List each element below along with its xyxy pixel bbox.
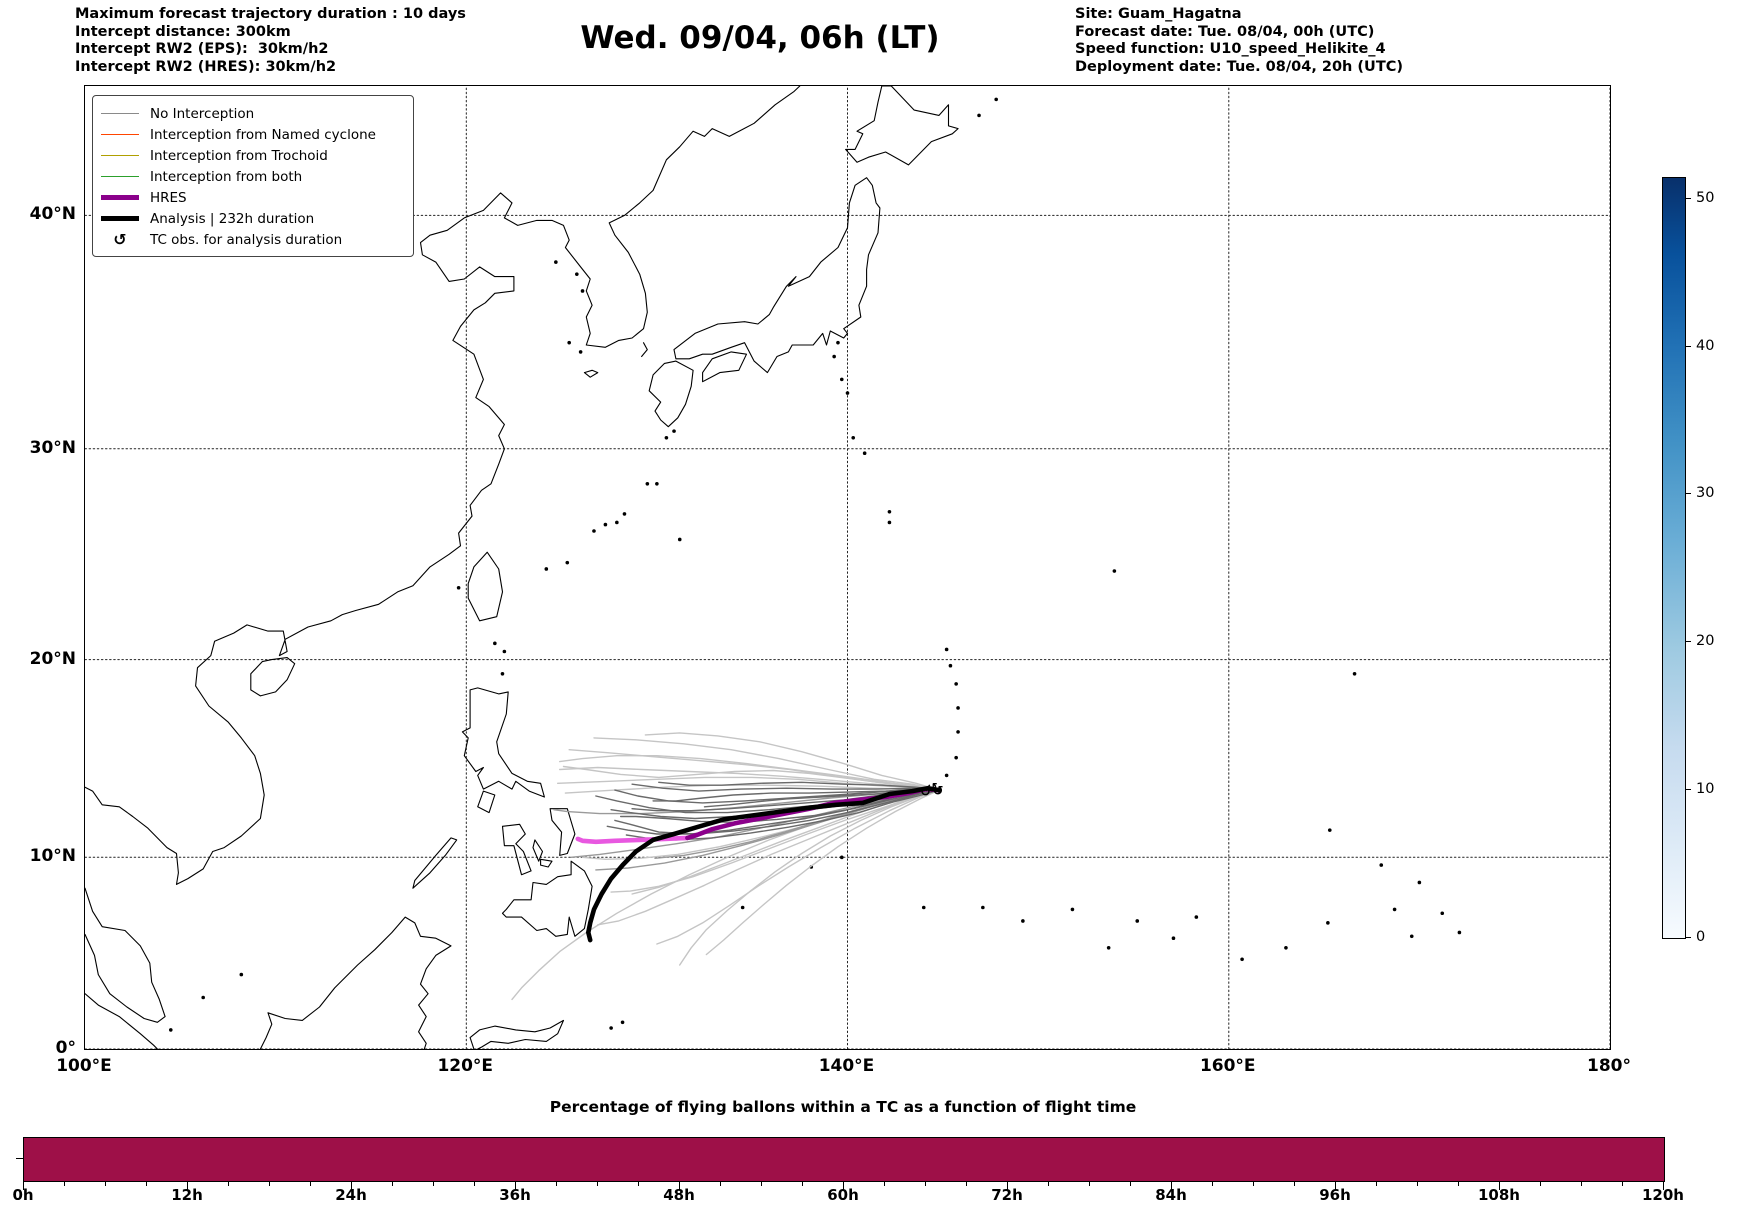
map-legend: No Interception Interception from Named … bbox=[92, 95, 414, 257]
flight-time-tick-36h: 36h bbox=[499, 1186, 531, 1204]
percentage-bar bbox=[23, 1137, 1665, 1182]
colorbar-tick-20: 20 bbox=[1696, 633, 1715, 650]
legend-label: Interception from Named cyclone bbox=[150, 126, 376, 143]
flight-time-tick-72h: 72h bbox=[991, 1186, 1023, 1204]
legend-label: Analysis | 232h duration bbox=[150, 210, 315, 227]
lat-tick-20: 20°N bbox=[29, 648, 76, 669]
colorbar-tick-40: 40 bbox=[1696, 337, 1715, 354]
param-line-4: Intercept RW2 (HRES): 30km/h2 bbox=[75, 58, 337, 75]
param-line-3: Intercept RW2 (EPS): 30km/h2 bbox=[75, 41, 329, 57]
bottom-chart-title: Percentage of flying ballons within a TC… bbox=[549, 1098, 1137, 1116]
trochoid-line-icon bbox=[101, 155, 139, 156]
legend-label: No Interception bbox=[150, 105, 255, 122]
no-interception-line-icon bbox=[101, 113, 139, 114]
legend-item-hres: HRES bbox=[101, 187, 403, 208]
legend-item-trochoid: Interception from Trochoid bbox=[101, 145, 403, 166]
legend-label: HRES bbox=[150, 189, 187, 206]
lon-tick-160: 160°E bbox=[1199, 1056, 1256, 1076]
eps-count-colorbar bbox=[1662, 177, 1686, 939]
colorbar-tick-50: 50 bbox=[1696, 189, 1715, 206]
lon-tick-180: 180° bbox=[1587, 1056, 1631, 1076]
legend-item-tc-obs: ↺ TC obs. for analysis duration bbox=[101, 229, 403, 250]
site-info-block: Site: Guam_Hagatna Forecast date: Tue. 0… bbox=[1075, 6, 1403, 76]
flight-time-tick-96h: 96h bbox=[1319, 1186, 1351, 1204]
legend-label: Interception from Trochoid bbox=[150, 147, 328, 164]
both-line-icon bbox=[101, 176, 139, 177]
named-cyclone-line-icon bbox=[101, 134, 139, 135]
tc-obs-marker: ↺ bbox=[927, 781, 938, 796]
param-line-2: Intercept distance: 300km bbox=[75, 23, 291, 40]
site-line-1: Site: Guam_Hagatna bbox=[1075, 6, 1242, 22]
colorbar-tick-10: 10 bbox=[1696, 781, 1715, 798]
bar-chart-y-tick bbox=[16, 1158, 23, 1159]
site-line-2: Forecast date: Tue. 08/04, 00h (UTC) bbox=[1075, 23, 1375, 40]
forecast-params-block: Maximum forecast trajectory duration : 1… bbox=[75, 6, 466, 76]
lat-tick-0: 0° bbox=[55, 1038, 76, 1058]
lon-tick-140: 140°E bbox=[818, 1056, 875, 1076]
flight-time-tick-108h: 108h bbox=[1478, 1186, 1520, 1204]
legend-item-no-interception: No Interception bbox=[101, 103, 403, 124]
hres-line-icon bbox=[101, 195, 139, 200]
flight-time-tick-12h: 12h bbox=[171, 1186, 203, 1204]
analysis-line-icon bbox=[101, 216, 139, 221]
flight-time-tick-60h: 60h bbox=[827, 1186, 859, 1204]
site-line-4: Deployment date: Tue. 08/04, 20h (UTC) bbox=[1075, 58, 1403, 75]
param-line-1: Maximum forecast trajectory duration : 1… bbox=[75, 6, 466, 22]
lat-tick-30: 30°N bbox=[29, 437, 76, 458]
tc-obs-marker: ↺ bbox=[933, 784, 944, 799]
lat-tick-40: 40°N bbox=[29, 204, 76, 225]
flight-time-tick-120h: 120h bbox=[1642, 1186, 1684, 1204]
tc-obs-marker: ↺ bbox=[920, 785, 931, 800]
map-svg: ↺↺↺ bbox=[85, 86, 1610, 1049]
legend-item-both: Interception from both bbox=[101, 166, 403, 187]
legend-label: TC obs. for analysis duration bbox=[150, 231, 343, 248]
lon-tick-100: 100°E bbox=[56, 1056, 112, 1076]
lon-tick-120: 120°E bbox=[437, 1056, 494, 1076]
flight-time-tick-48h: 48h bbox=[663, 1186, 695, 1204]
lat-tick-10: 10°N bbox=[29, 846, 76, 867]
tc-obs-symbol-icon: ↺ bbox=[113, 229, 127, 249]
colorbar-tick-30: 30 bbox=[1696, 485, 1715, 502]
flight-time-tick-24h: 24h bbox=[335, 1186, 367, 1204]
legend-item-named-cyclone: Interception from Named cyclone bbox=[101, 124, 403, 145]
flight-time-tick-0h: 0h bbox=[12, 1186, 34, 1204]
plot-title: Wed. 09/04, 06h (LT) bbox=[580, 20, 940, 56]
site-line-3: Speed function: U10_speed_Helikite_4 bbox=[1075, 41, 1386, 57]
colorbar-tick-0: 0 bbox=[1696, 929, 1706, 945]
legend-item-analysis: Analysis | 232h duration bbox=[101, 208, 403, 229]
legend-label: Interception from both bbox=[150, 168, 303, 185]
flight-time-tick-84h: 84h bbox=[1155, 1186, 1187, 1204]
